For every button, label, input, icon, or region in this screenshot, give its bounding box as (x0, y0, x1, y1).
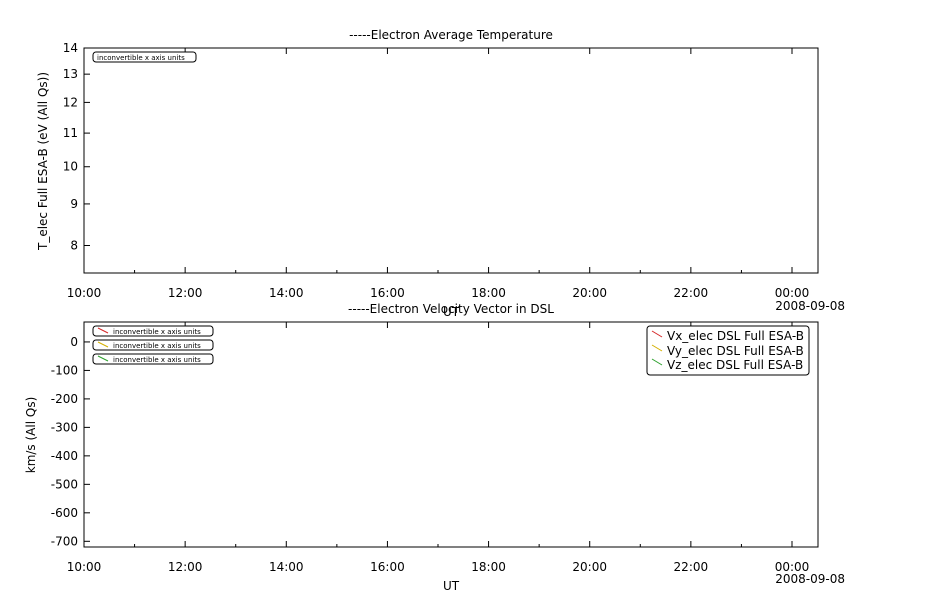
panel-velocity-y-tick-label: -300 (51, 420, 78, 434)
panel-velocity-annotation-vy: inconvertible x axis units (92, 339, 214, 351)
panel-temperature-x-tick-label: 20:00 (572, 286, 607, 300)
legend-label-vz: Vz_elec DSL Full ESA-B (667, 358, 803, 372)
panel-velocity-title: -----Electron Velocity Vector in DSL (348, 302, 554, 316)
panel-velocity: -----Electron Velocity Vector in DSL km/… (24, 302, 845, 593)
panel-velocity-x-tick-label: 20:00 (572, 560, 607, 574)
panel-temperature: -----Electron Average Temperature T_elec… (36, 28, 845, 319)
legend-item-vz: Vz_elec DSL Full ESA-B (651, 358, 803, 372)
panel-velocity-y-tick-label: -100 (51, 363, 78, 377)
panel-temperature-y-axis: 8 9 10 11 12 13 14 (63, 41, 90, 252)
panel-velocity-y-tick-label: -500 (51, 477, 78, 491)
panel-velocity-y-tick-label: -200 (51, 392, 78, 406)
panel-temperature-y-tick-label: 13 (63, 67, 78, 81)
panel-temperature-x-tick-label: 12:00 (168, 286, 203, 300)
panel-velocity-annotation-vx-text: inconvertible x axis units (113, 328, 201, 336)
panel-velocity-y-tick-label: -700 (51, 534, 78, 548)
panel-velocity-x-tick-label: 18:00 (471, 560, 506, 574)
panel-temperature-x-tick-label: 22:00 (674, 286, 709, 300)
panel-velocity-annotation-vx: inconvertible x axis units (92, 325, 214, 337)
panel-velocity-annotation-vz: inconvertible x axis units (92, 353, 214, 365)
panel-temperature-title: -----Electron Average Temperature (349, 28, 553, 42)
panel-velocity-y-tick-label: 0 (70, 335, 78, 349)
panel-temperature-y-tick-label: 12 (63, 95, 78, 109)
legend-label-vy: Vy_elec DSL Full ESA-B (667, 344, 804, 358)
panel-temperature-annotation: inconvertible x axis units (92, 51, 197, 63)
panel-temperature-xlabel: UT (443, 305, 460, 319)
panel-velocity-x-axis: 10:00 12:00 14:00 16:00 18:00 20:00 22:00 00:00 (67, 322, 810, 574)
panel-velocity-plot-area (83, 321, 819, 548)
panel-temperature-x-tick-label: 16:00 (370, 286, 405, 300)
panel-velocity-x-tick-label: 16:00 (370, 560, 405, 574)
panel-temperature-y-tick-label: 8 (70, 238, 78, 252)
panel-velocity-x-tick-label: 00:00 (775, 560, 810, 574)
panel-temperature-plot-area (83, 47, 819, 274)
panel-temperature-x-tick-label: 18:00 (471, 286, 506, 300)
legend-label-vx: Vx_elec DSL Full ESA-B (667, 329, 804, 343)
panel-velocity-legend: Vx_elec DSL Full ESA-B Vy_elec DSL Full … (646, 325, 810, 376)
panel-temperature-y-tick-label: 11 (63, 126, 78, 140)
panel-velocity-y-tick-label: -600 (51, 506, 78, 520)
panel-velocity-x-tick-label: 12:00 (168, 560, 203, 574)
panel-temperature-x-tick-label: 00:00 (775, 286, 810, 300)
legend-item-vy: Vy_elec DSL Full ESA-B (651, 344, 804, 358)
panel-temperature-ylabel: T_elec Full ESA-B (eV (All Qs)) (36, 72, 50, 251)
panel-velocity-y-tick-label: -400 (51, 449, 78, 463)
panel-temperature-y-tick-label: 9 (70, 197, 78, 211)
panel-velocity-annotation-vy-text: inconvertible x axis units (113, 342, 201, 350)
panel-velocity-x-tick-label: 22:00 (674, 560, 709, 574)
panel-velocity-y-axis: 0 -100 -200 -300 -400 -500 -600 -700 (51, 335, 90, 548)
legend-item-vx: Vx_elec DSL Full ESA-B (651, 329, 804, 343)
panel-velocity-xlabel: UT (443, 579, 460, 593)
panel-temperature-date-label: 2008-09-08 (775, 299, 845, 313)
panel-velocity-x-tick-label: 10:00 (67, 560, 102, 574)
panel-temperature-y-tick-label: 10 (63, 160, 78, 174)
panel-velocity-annotation-vz-text: inconvertible x axis units (113, 356, 201, 364)
panel-velocity-ylabel: km/s (All Qs) (24, 397, 38, 474)
panel-velocity-x-tick-label: 14:00 (269, 560, 304, 574)
panel-temperature-x-tick-label: 10:00 (67, 286, 102, 300)
panel-temperature-y-tick-label: 14 (63, 41, 78, 55)
panel-temperature-annotation-text: inconvertible x axis units (97, 54, 185, 62)
panel-temperature-x-axis: 10:00 12:00 14:00 16:00 18:00 20:00 22:00 00:00 (67, 48, 810, 300)
panel-velocity-date-label: 2008-09-08 (775, 572, 845, 586)
panel-temperature-x-tick-label: 14:00 (269, 286, 304, 300)
